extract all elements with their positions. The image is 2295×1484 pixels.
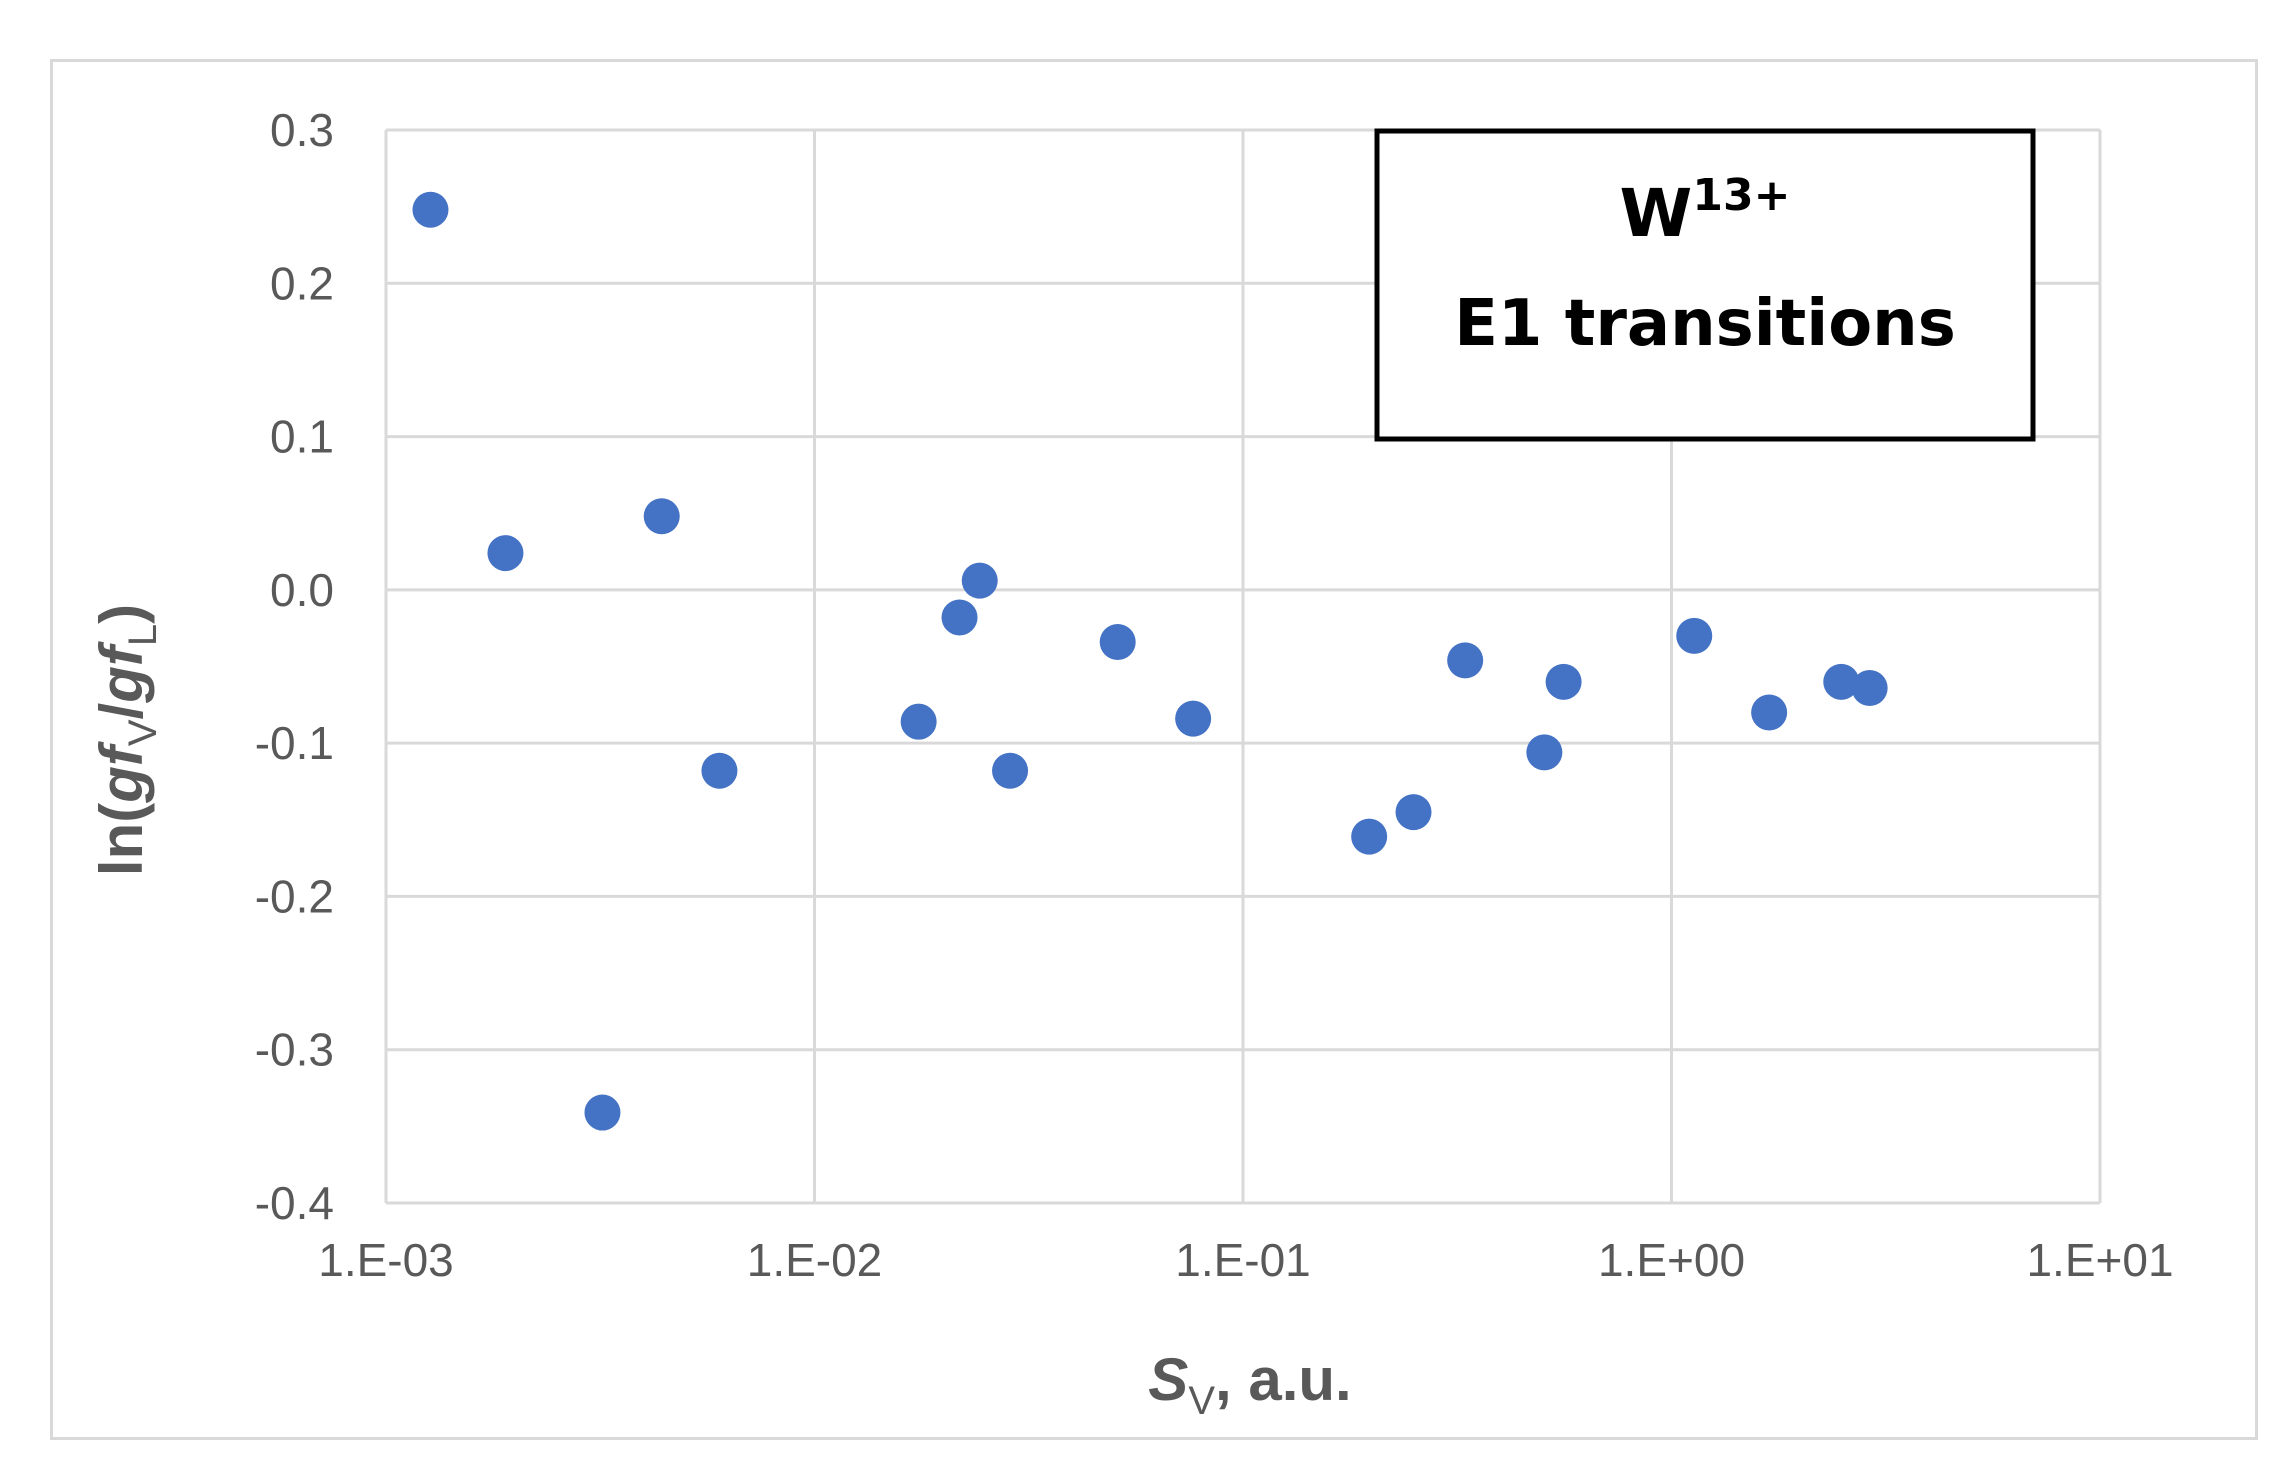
data-point xyxy=(1351,818,1388,855)
data-point xyxy=(1447,642,1484,679)
x-tick-label: 1.E-02 xyxy=(747,1234,883,1286)
data-point xyxy=(701,752,738,789)
data-point xyxy=(1851,669,1888,706)
data-point xyxy=(941,599,978,636)
data-point xyxy=(1395,794,1432,831)
data-point xyxy=(487,535,524,572)
y-tick-label: -0.2 xyxy=(255,870,334,922)
data-point xyxy=(584,1094,621,1131)
data-point xyxy=(1526,734,1563,771)
data-point xyxy=(961,562,998,599)
annotation-ion: W13+ xyxy=(1620,170,1791,252)
data-point xyxy=(643,498,680,535)
y-tick-label: -0.3 xyxy=(255,1024,334,1076)
x-tick-label: 1.E+00 xyxy=(1598,1234,1745,1286)
data-point xyxy=(1099,623,1136,660)
y-tick-label: 0.0 xyxy=(270,564,334,616)
y-tick-label: 0.2 xyxy=(270,257,334,309)
data-point xyxy=(412,191,449,228)
data-point xyxy=(1823,663,1860,700)
annotation-transitions: E1 transitions xyxy=(1454,287,1956,361)
y-tick-label: -0.1 xyxy=(255,717,334,769)
data-point xyxy=(992,752,1029,789)
x-tick-label: 1.E+01 xyxy=(2026,1234,2173,1286)
annotation-box: W13+ E1 transitions xyxy=(1374,128,2036,442)
data-point xyxy=(1676,617,1713,654)
y-tick-label: 0.1 xyxy=(270,411,334,463)
data-point xyxy=(1175,700,1212,737)
data-point xyxy=(900,703,937,740)
y-axis-title: ln(gfV/gfL) xyxy=(88,604,165,876)
data-point xyxy=(1545,663,1582,700)
data-points xyxy=(412,191,1888,1131)
x-tick-labels: 1.E-03 1.E-02 1.E-01 1.E+00 1.E+01 xyxy=(318,1234,2173,1286)
x-axis-title: SV, a.u. xyxy=(1148,1346,1351,1423)
x-tick-label: 1.E-03 xyxy=(318,1234,454,1286)
y-tick-label: 0.3 xyxy=(270,104,334,156)
y-tick-label: -0.4 xyxy=(255,1177,334,1229)
data-point xyxy=(1751,694,1788,731)
y-tick-labels: 0.3 0.2 0.1 0.0 -0.1 -0.2 -0.3 -0.4 xyxy=(255,104,334,1229)
x-tick-label: 1.E-01 xyxy=(1175,1234,1311,1286)
